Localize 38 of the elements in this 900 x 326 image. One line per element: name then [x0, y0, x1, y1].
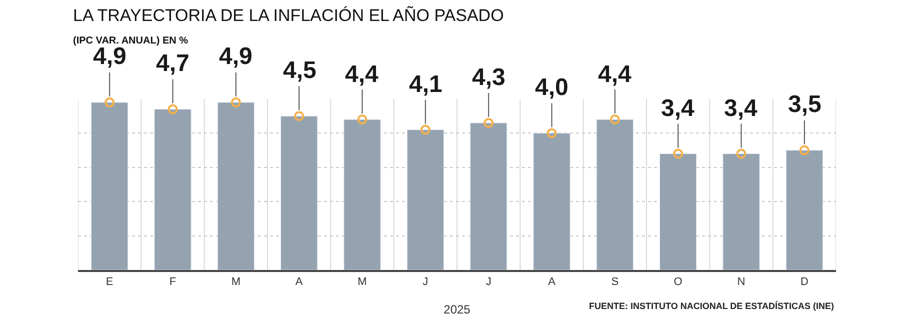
- x-tick-label: S: [611, 276, 619, 288]
- data-label: 4,0: [535, 74, 568, 101]
- x-tick-label: J: [422, 276, 428, 288]
- x-tick-label: O: [674, 276, 683, 288]
- bar: [786, 150, 823, 270]
- x-tick-label: A: [548, 276, 556, 288]
- bar: [154, 109, 192, 270]
- x-axis-title: 2025: [444, 302, 471, 316]
- source-note: FUENTE: INSTITUTO NACIONAL DE ESTADÍSTICAS (INE): [589, 301, 834, 311]
- data-label: 4,4: [345, 61, 380, 88]
- data-label: 4,5: [283, 57, 316, 84]
- x-tick-label: J: [486, 276, 492, 288]
- x-tick-label: D: [800, 276, 808, 288]
- x-tick-label: M: [231, 276, 241, 288]
- bar: [217, 102, 254, 270]
- data-label: 3,4: [661, 95, 696, 122]
- bar: [470, 122, 508, 270]
- data-label: 4,9: [219, 43, 252, 70]
- data-label: 3,4: [724, 95, 758, 122]
- bar: [722, 153, 760, 270]
- x-tick-label: M: [358, 276, 367, 288]
- bar: [596, 119, 634, 270]
- bar: [406, 130, 444, 270]
- data-label: 3,5: [788, 91, 822, 118]
- data-label: 4,7: [156, 50, 190, 77]
- x-tick-label: N: [737, 276, 746, 288]
- bar: [280, 116, 318, 270]
- x-tick-label: A: [295, 276, 304, 288]
- bar: [660, 153, 697, 270]
- x-tick-label: E: [106, 276, 114, 288]
- bar: [533, 132, 570, 270]
- data-label: 4,1: [409, 71, 442, 98]
- data-label: 4,4: [598, 61, 632, 88]
- data-label: 4,3: [472, 64, 506, 91]
- chart-title: LA TRAYECTORIA DE LA INFLACIÓN EL AÑO PASADO: [73, 6, 504, 26]
- x-tick-label: F: [169, 276, 176, 288]
- bar: [91, 102, 128, 270]
- bar: [344, 119, 381, 270]
